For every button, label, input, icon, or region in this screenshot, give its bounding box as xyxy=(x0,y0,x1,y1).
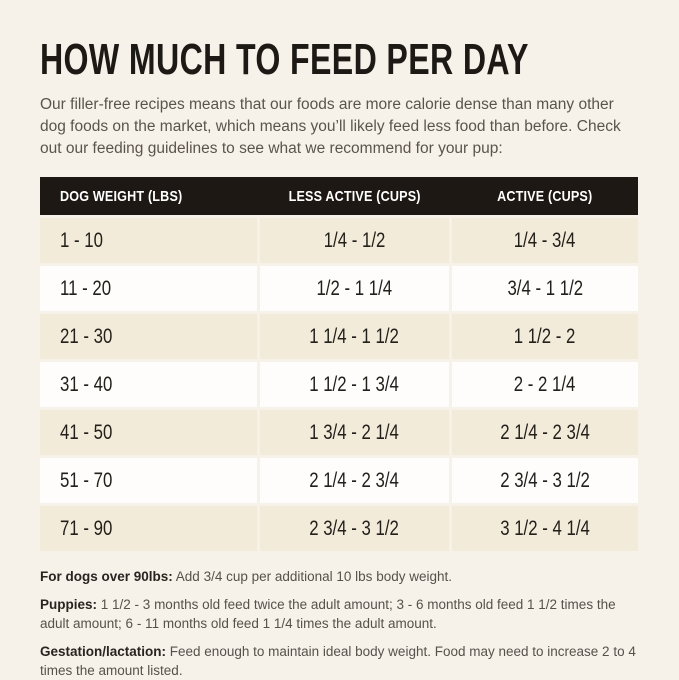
note-puppies: Puppies: 1 1/2 - 3 months old feed twice… xyxy=(40,596,644,634)
cell-less-active: 2 1/4 - 2 3/4 xyxy=(260,458,449,503)
active-value: 2 3/4 - 3 1/2 xyxy=(500,468,590,492)
less-active-value: 1 3/4 - 2 1/4 xyxy=(309,420,400,444)
active-value: 2 - 2 1/4 xyxy=(514,372,576,396)
table-header-row: DOG WEIGHT (LBS) LESS ACTIVE (CUPS) ACTI… xyxy=(40,177,638,215)
table-row: 31 - 40 1 1/2 - 1 3/4 2 - 2 1/4 xyxy=(40,362,638,407)
weight-value: 11 - 20 xyxy=(60,276,112,300)
note-over-90lbs-label: For dogs over 90lbs: xyxy=(40,569,173,584)
cell-active: 1 1/2 - 2 xyxy=(452,314,638,359)
active-value: 3/4 - 1 1/2 xyxy=(507,276,583,300)
cell-less-active: 1/4 - 1/2 xyxy=(260,218,449,263)
weight-value: 41 - 50 xyxy=(60,420,113,444)
less-active-value: 1/4 - 1/2 xyxy=(323,228,386,252)
cell-weight: 1 - 10 xyxy=(40,218,257,263)
header-cell-less-active: LESS ACTIVE (CUPS) xyxy=(260,188,449,205)
cell-active: 2 - 2 1/4 xyxy=(452,362,638,407)
note-over-90lbs: For dogs over 90lbs: Add 3/4 cup per add… xyxy=(40,568,644,587)
note-puppies-label: Puppies: xyxy=(40,596,98,612)
cell-less-active: 1 3/4 - 2 1/4 xyxy=(260,410,449,455)
note-over-90lbs-text: Add 3/4 cup per additional 10 lbs body w… xyxy=(175,569,452,584)
table-row: 1 - 10 1/4 - 1/2 1/4 - 3/4 xyxy=(40,218,638,263)
cell-less-active: 1 1/4 - 1 1/2 xyxy=(260,314,449,359)
cell-weight: 71 - 90 xyxy=(40,506,257,551)
cell-weight: 11 - 20 xyxy=(40,266,257,311)
header-cell-active: ACTIVE (CUPS) xyxy=(452,188,638,205)
table-row: 41 - 50 1 3/4 - 2 1/4 2 1/4 - 2 3/4 xyxy=(40,410,638,455)
page-title-text: HOW MUCH TO FEED PER DAY xyxy=(40,35,529,84)
note-gestation-label: Gestation/lactation: xyxy=(40,643,167,659)
header-cell-dog-weight: DOG WEIGHT (LBS) xyxy=(40,188,257,205)
cell-weight: 41 - 50 xyxy=(40,410,257,455)
weight-value: 1 - 10 xyxy=(60,228,103,252)
cell-weight: 21 - 30 xyxy=(40,314,257,359)
cell-active: 2 1/4 - 2 3/4 xyxy=(452,410,638,455)
intro-text: Our filler-free recipes means that our f… xyxy=(40,96,621,157)
cell-less-active: 1 1/2 - 1 3/4 xyxy=(260,362,449,407)
note-gestation: Gestation/lactation: Feed enough to main… xyxy=(40,643,644,680)
cell-weight: 31 - 40 xyxy=(40,362,257,407)
page-title: HOW MUCH TO FEED PER DAY xyxy=(40,38,638,82)
active-value: 1/4 - 3/4 xyxy=(514,228,576,252)
less-active-value: 2 1/4 - 2 3/4 xyxy=(309,468,400,492)
cell-active: 1/4 - 3/4 xyxy=(452,218,638,263)
cell-active: 3/4 - 1 1/2 xyxy=(452,266,638,311)
column-header-dog-weight: DOG WEIGHT (LBS) xyxy=(60,187,183,205)
active-value: 3 1/2 - 4 1/4 xyxy=(500,516,590,540)
note-puppies-text: 1 1/2 - 3 months old feed twice the adul… xyxy=(40,596,616,631)
table-row: 51 - 70 2 1/4 - 2 3/4 2 3/4 - 3 1/2 xyxy=(40,458,638,503)
cell-less-active: 2 3/4 - 3 1/2 xyxy=(260,506,449,551)
footnotes: For dogs over 90lbs: Add 3/4 cup per add… xyxy=(40,568,644,680)
weight-value: 51 - 70 xyxy=(60,468,113,492)
weight-value: 71 - 90 xyxy=(60,516,113,540)
cell-less-active: 1/2 - 1 1/4 xyxy=(260,266,449,311)
weight-value: 21 - 30 xyxy=(60,324,113,348)
column-header-active: ACTIVE (CUPS) xyxy=(497,187,593,205)
column-header-less-active: LESS ACTIVE (CUPS) xyxy=(288,187,421,205)
less-active-value: 1 1/2 - 1 3/4 xyxy=(309,372,400,396)
weight-value: 31 - 40 xyxy=(60,372,113,396)
table-row: 71 - 90 2 3/4 - 3 1/2 3 1/2 - 4 1/4 xyxy=(40,506,638,551)
less-active-value: 2 3/4 - 3 1/2 xyxy=(309,516,400,540)
note-gestation-text: Feed enough to maintain ideal body weigh… xyxy=(40,643,636,678)
table-row: 11 - 20 1/2 - 1 1/4 3/4 - 1 1/2 xyxy=(40,266,638,311)
cell-active: 3 1/2 - 4 1/4 xyxy=(452,506,638,551)
feeding-table: DOG WEIGHT (LBS) LESS ACTIVE (CUPS) ACTI… xyxy=(40,177,638,551)
cell-weight: 51 - 70 xyxy=(40,458,257,503)
less-active-value: 1/2 - 1 1/4 xyxy=(316,276,393,300)
less-active-value: 1 1/4 - 1 1/2 xyxy=(309,324,400,348)
active-value: 1 1/2 - 2 xyxy=(514,324,576,348)
cell-active: 2 3/4 - 3 1/2 xyxy=(452,458,638,503)
active-value: 2 1/4 - 2 3/4 xyxy=(500,420,590,444)
table-row: 21 - 30 1 1/4 - 1 1/2 1 1/2 - 2 xyxy=(40,314,638,359)
